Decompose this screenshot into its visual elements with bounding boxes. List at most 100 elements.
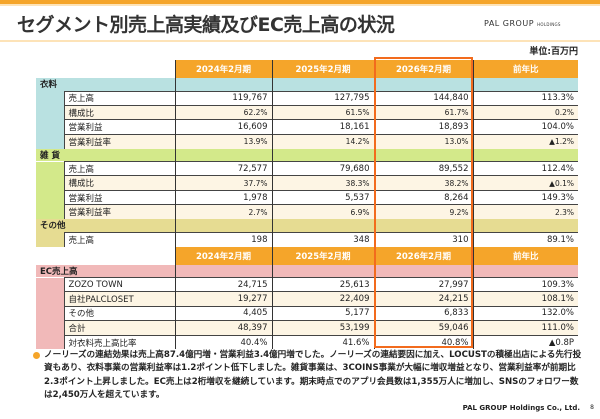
group-header-cell [472, 219, 578, 233]
logo-sub: HOLDINGS [537, 22, 561, 27]
column-header: 2024年2月期 [174, 246, 272, 265]
group-header-cell [174, 219, 272, 233]
group-side-band [36, 277, 64, 292]
top-accent-bar [0, 0, 600, 4]
value-cell: 25,613 [271, 277, 374, 292]
value-cell: 144,840 [373, 90, 473, 106]
group-header-cell [373, 78, 473, 91]
group-side-band [36, 91, 64, 106]
group-side-band [36, 175, 64, 191]
value-cell: 61.5% [271, 104, 374, 120]
value-cell: 5,537 [271, 189, 374, 205]
table-row: 売上高 198 348 310 89.1% [36, 231, 578, 247]
page-title: セグメント別売上高実績及びEC売上高の状況 [17, 14, 395, 36]
value-cell: 1,978 [174, 189, 272, 205]
row-label: 売上高 [63, 90, 175, 106]
value-cell: 16,609 [174, 119, 272, 135]
commentary: ノーリーズの連結効果は売上高87.4億円増・営業利益3.4億円増でした。ノーリー… [22, 349, 582, 402]
table-row: 構成比 62.2% 61.5% 61.7% 0.2% [36, 104, 578, 120]
value-cell: 27,997 [373, 277, 473, 292]
value-cell: 61.7% [373, 104, 473, 120]
company-logo: PAL GROUP HOLDINGS [484, 19, 561, 28]
column-header-row: 2024年2月期 2025年2月期 2026年2月期 前年比 [36, 246, 578, 265]
value-cell: 112.4% [472, 161, 578, 176]
value-cell: 104.0% [472, 119, 578, 135]
value-cell: 53,199 [271, 320, 374, 336]
value-cell: 89.1% [472, 231, 578, 247]
group-header-cell [174, 78, 272, 91]
value-cell: 38.3% [271, 175, 374, 191]
table-row: その他 4,405 5,177 6,833 132.0% [36, 305, 578, 321]
group-header-cell [174, 264, 272, 278]
row-label: 対衣料売上高比率 [63, 334, 175, 350]
group-side-band [36, 190, 64, 205]
group-label: 衣料 [36, 78, 175, 91]
unit-label: 単位:百万円 [529, 47, 578, 57]
group-side-band [36, 291, 64, 307]
segment-table: 2024年2月期 2025年2月期 2026年2月期 前年比 衣料 売上高 119,767 1… [36, 60, 578, 350]
logo-main: PAL GROUP [484, 19, 535, 28]
group-side-band [36, 204, 64, 220]
row-label: 売上高 [63, 161, 175, 176]
value-cell: 14.2% [271, 133, 374, 149]
column-header: 2026年2月期 [373, 246, 473, 265]
value-cell: 13.9% [174, 133, 272, 149]
column-header: 前年比 [472, 246, 578, 265]
table-row: 構成比 37.7% 38.3% 38.2% ▲0.1% [36, 175, 578, 191]
value-cell: 59,046 [373, 320, 473, 336]
header-blank [36, 246, 175, 265]
value-cell: 37.7% [174, 175, 272, 191]
table-row: 営業利益率 2.7% 6.9% 9.2% 2.3% [36, 204, 578, 220]
value-cell: 348 [271, 231, 374, 247]
value-cell: 24,715 [174, 277, 272, 292]
value-cell: ▲0.1% [472, 175, 578, 191]
value-cell: 2.7% [174, 204, 272, 220]
column-header: 2026年2月期 [373, 60, 473, 78]
table-row: ZOZO TOWN 24,715 25,613 27,997 109.3% [36, 277, 578, 292]
value-cell: 40.4% [174, 334, 272, 350]
row-label: 構成比 [63, 104, 175, 120]
value-cell: 19,277 [174, 291, 272, 307]
value-cell: 2.3% [472, 204, 578, 220]
row-label: 営業利益率 [63, 204, 175, 220]
group-label: その他 [36, 219, 175, 233]
group-header-row: 衣料 [36, 78, 578, 91]
group-side-band [36, 232, 64, 247]
group-header-cell [472, 78, 578, 91]
footer-company: PAL GROUP Holdings Co., Ltd. [462, 404, 580, 412]
row-label: ZOZO TOWN [63, 277, 175, 292]
value-cell: 38.2% [373, 175, 473, 191]
row-label: 合計 [63, 320, 175, 336]
value-cell: 18,893 [373, 119, 473, 135]
value-cell: 41.6% [271, 334, 374, 350]
row-label: 構成比 [63, 175, 175, 191]
row-label: 営業利益 [63, 189, 175, 205]
group-label: 雑 貨 [36, 148, 175, 162]
group-side-band [36, 134, 64, 149]
value-cell: 22,409 [271, 291, 374, 307]
group-side-band [36, 320, 64, 336]
title-divider [0, 40, 600, 42]
group-header-cell [472, 148, 578, 162]
value-cell: 72,577 [174, 161, 272, 176]
table-row: 対衣料売上高比率 40.4% 41.6% 40.8% ▲0.8P [36, 334, 578, 350]
group-header-cell [271, 148, 374, 162]
top-accent-bar-light [0, 4, 600, 6]
value-cell: 18,161 [271, 119, 374, 135]
group-header-cell [271, 264, 374, 278]
table-row: 売上高 72,577 79,680 89,552 112.4% [36, 161, 578, 176]
bullet-icon [33, 352, 40, 359]
table-row: 自社PALCLOSET 19,277 22,409 24,215 108.1% [36, 291, 578, 307]
row-label: 営業利益 [63, 119, 175, 135]
value-cell: ▲1.2% [472, 133, 578, 149]
value-cell: 0.2% [472, 104, 578, 120]
column-header: 2024年2月期 [174, 60, 272, 78]
group-header-cell [472, 264, 578, 278]
group-header-cell [174, 148, 272, 162]
value-cell: 5,177 [271, 305, 374, 321]
group-label: EC売上高 [36, 264, 175, 278]
value-cell: 6,833 [373, 305, 473, 321]
value-cell: 13.0% [373, 133, 473, 149]
value-cell: 8,264 [373, 189, 473, 205]
group-header-cell [373, 219, 473, 233]
